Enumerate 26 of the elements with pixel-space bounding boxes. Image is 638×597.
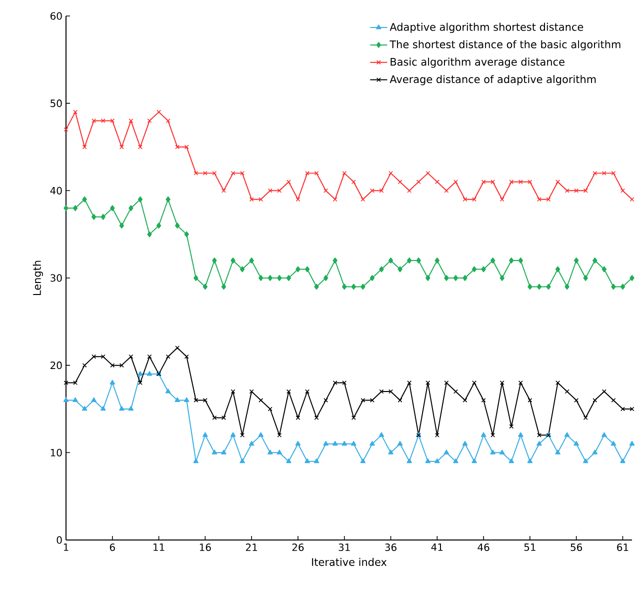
y-tick-label: 30	[50, 274, 62, 282]
y-tick-label: 40	[50, 186, 62, 194]
x-tick-label: 46	[478, 543, 490, 552]
x-tick-label: 16	[200, 543, 211, 552]
legend-label: Adaptive algorithm shortest distance	[390, 22, 584, 33]
x-tick-label: 11	[154, 544, 164, 551]
x-tick-label: 51	[524, 544, 536, 551]
y-tick-label: 50	[50, 100, 62, 108]
x-tick-label: 1	[64, 544, 68, 551]
y-tick-label: 10	[50, 448, 62, 456]
y-tick-label: 60	[50, 12, 62, 20]
y-tick-label: 0	[56, 536, 62, 544]
x-tick-label: 56	[570, 543, 582, 552]
legend-label: The shortest distance of the basic algorithm	[390, 40, 620, 50]
x-tick-label: 31	[338, 543, 350, 552]
x-tick-label: 61	[617, 543, 628, 552]
y-tick-label: 20	[50, 362, 62, 370]
y-axis-title: Length	[32, 260, 43, 295]
legend-label: Average distance of adaptive algorithm	[390, 75, 596, 86]
x-axis-title: Iterative index	[312, 558, 387, 566]
x-tick-label: 41	[431, 544, 443, 551]
x-tick-label: 36	[385, 543, 396, 552]
x-tick-label: 21	[246, 543, 257, 551]
legend-label: Basic algorithm average distance	[390, 58, 564, 68]
x-tick-label: 26	[292, 543, 304, 552]
x-tick-label: 6	[110, 543, 115, 552]
